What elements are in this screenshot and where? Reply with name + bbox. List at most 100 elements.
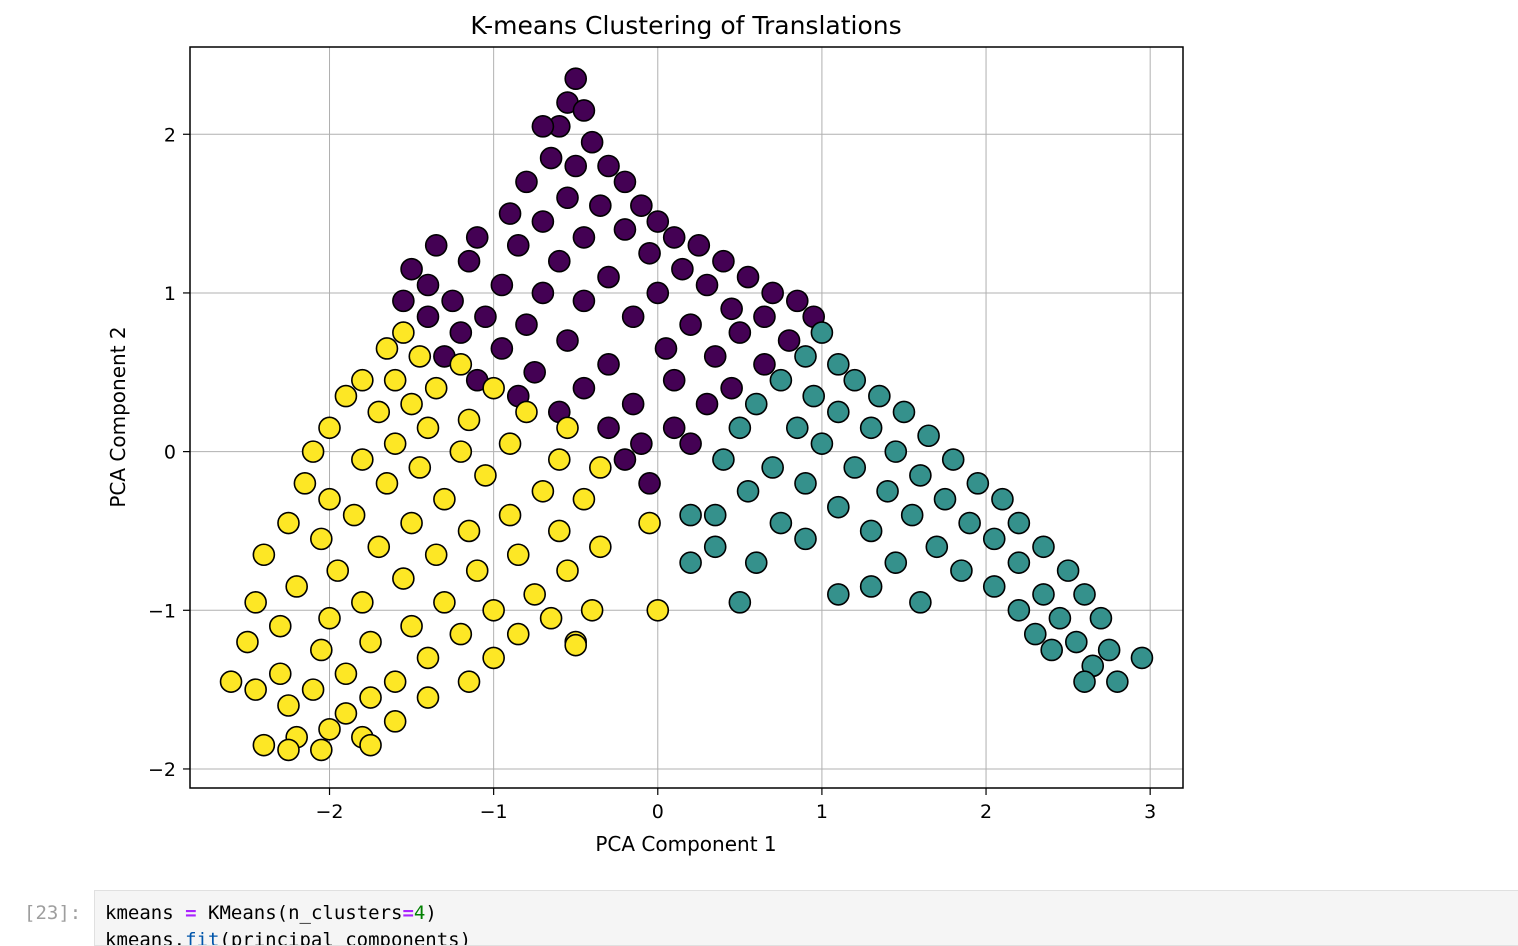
scatter-point-cluster-2 xyxy=(761,456,784,479)
scatter-point-cluster-2 xyxy=(868,384,891,408)
scatter-point-cluster-0 xyxy=(416,273,440,297)
scatter-point-cluster-1 xyxy=(375,472,399,495)
axes-frame xyxy=(189,46,1184,789)
scatter-point-cluster-0 xyxy=(630,194,653,217)
scatter-point-cluster-2 xyxy=(1106,670,1129,693)
scatter-point-cluster-2 xyxy=(843,368,867,392)
scatter-point-cluster-2 xyxy=(859,575,883,598)
scatter-point-cluster-1 xyxy=(572,487,596,511)
scatter-point-cluster-0 xyxy=(580,130,604,154)
scatter-point-cluster-1 xyxy=(539,606,563,630)
scatter-point-cluster-0 xyxy=(761,281,784,305)
scatter-point-cluster-0 xyxy=(720,376,743,400)
scatter-point-cluster-1 xyxy=(646,598,670,622)
scatter-point-cluster-1 xyxy=(498,432,522,455)
scatter-point-cluster-1 xyxy=(482,646,505,670)
scatter-point-cluster-1 xyxy=(531,479,555,503)
scatter-point-cluster-0 xyxy=(613,170,637,194)
scatter-point-cluster-2 xyxy=(1032,535,1055,559)
scatter-point-cluster-2 xyxy=(909,464,932,487)
scatter-point-cluster-2 xyxy=(827,495,850,519)
scatter-point-cluster-1 xyxy=(351,368,374,392)
scatter-point-cluster-1 xyxy=(482,376,505,400)
scatter-point-cluster-0 xyxy=(449,321,473,344)
scatter-point-cluster-1 xyxy=(367,535,391,559)
scatter-point-cluster-2 xyxy=(769,511,793,535)
scatter-point-cluster-0 xyxy=(564,67,588,91)
scatter-point-cluster-2 xyxy=(917,424,940,448)
scatter-point-cluster-0 xyxy=(597,154,620,178)
code-line-1: kmeans = KMeans(n_clusters=4) xyxy=(105,902,437,924)
scatter-point-cluster-2 xyxy=(991,487,1014,511)
scatter-point-cluster-0 xyxy=(392,289,415,313)
scatter-point-cluster-1 xyxy=(383,710,407,733)
scatter-point-cluster-2 xyxy=(736,479,760,503)
scatter-point-cluster-0 xyxy=(695,273,719,297)
scatter-point-cluster-1 xyxy=(252,733,276,757)
scatter-point-cluster-1 xyxy=(244,678,267,701)
scatter-point-cluster-1 xyxy=(400,614,423,638)
x-tick-label: 1 xyxy=(816,801,828,823)
scatter-point-cluster-0 xyxy=(572,226,596,249)
scatter-point-cluster-1 xyxy=(498,503,522,527)
scatter-point-cluster-1 xyxy=(638,511,661,535)
scatter-point-cluster-2 xyxy=(876,479,899,503)
scatter-point-cluster-0 xyxy=(712,249,735,273)
scatter-point-cluster-1 xyxy=(457,519,481,543)
scatter-point-cluster-2 xyxy=(925,535,949,559)
scatter-point-cluster-1 xyxy=(433,591,456,614)
scatter-point-cluster-2 xyxy=(982,575,1006,598)
scatter-point-cluster-1 xyxy=(318,416,341,440)
scatter-point-cluster-1 xyxy=(416,416,440,440)
code-cell[interactable]: [23]: kmeans = KMeans(n_clusters=4) kmea… xyxy=(0,890,1518,946)
scatter-point-cluster-2 xyxy=(1073,583,1096,606)
scatter-point-cluster-1 xyxy=(301,440,325,463)
scatter-point-cluster-0 xyxy=(572,376,596,400)
scatter-point-cluster-2 xyxy=(703,503,727,527)
x-tick-label: −1 xyxy=(480,801,508,823)
scatter-point-cluster-0 xyxy=(753,353,776,376)
scatter-point-cluster-0 xyxy=(597,353,620,376)
scatter-point-cluster-1 xyxy=(318,717,341,741)
scatter-point-cluster-2 xyxy=(859,519,883,543)
scatter-point-cluster-1 xyxy=(351,448,374,471)
scatter-point-cluster-2 xyxy=(933,487,957,511)
scatter-point-cluster-2 xyxy=(843,456,867,479)
scatter-point-cluster-2 xyxy=(810,321,834,344)
scatter-point-cluster-1 xyxy=(334,384,358,408)
scatter-point-cluster-1 xyxy=(277,511,300,535)
scatter-point-cluster-1 xyxy=(375,337,399,360)
scatter-point-cluster-2 xyxy=(982,527,1006,551)
scatter-point-cluster-0 xyxy=(424,234,448,257)
scatter-point-cluster-2 xyxy=(892,400,916,424)
scatter-point-cluster-1 xyxy=(392,321,415,344)
scatter-point-cluster-2 xyxy=(1048,606,1072,630)
scatter-point-cluster-0 xyxy=(597,265,620,289)
code-line-2: kmeans.fit(principal_components) xyxy=(105,929,471,945)
scatter-point-cluster-2 xyxy=(703,535,727,559)
scatter-point-cluster-1 xyxy=(326,559,350,582)
scatter-point-cluster-1 xyxy=(408,456,432,479)
scatter-point-cluster-2 xyxy=(810,432,834,455)
scatter-point-cluster-0 xyxy=(490,337,514,360)
scatter-point-cluster-1 xyxy=(318,487,341,511)
scatter-point-cluster-1 xyxy=(334,702,358,725)
scatter-point-cluster-0 xyxy=(531,115,555,138)
scatter-point-cluster-2 xyxy=(712,448,735,471)
scatter-point-cluster-0 xyxy=(687,234,711,257)
scatter-point-cluster-0 xyxy=(638,241,661,265)
scatter-point-cluster-2 xyxy=(728,416,752,440)
y-tick-label: 1 xyxy=(164,283,176,305)
scatter-point-cluster-1 xyxy=(523,583,546,606)
scatter-point-cluster-2 xyxy=(1007,551,1031,574)
scatter-point-cluster-1 xyxy=(547,448,571,471)
scatter-point-cluster-1 xyxy=(449,353,473,376)
scatter-point-cluster-1 xyxy=(547,519,571,543)
scatter-point-cluster-1 xyxy=(318,606,341,630)
scatter-point-cluster-2 xyxy=(1007,511,1031,535)
code-token: 4 xyxy=(413,902,426,924)
code-editor[interactable]: kmeans = KMeans(n_clusters=4) kmeans.fit… xyxy=(94,890,1518,946)
x-tick-label: 0 xyxy=(652,801,664,823)
scatter-point-cluster-2 xyxy=(1032,583,1055,606)
scatter-point-cluster-0 xyxy=(654,337,678,360)
